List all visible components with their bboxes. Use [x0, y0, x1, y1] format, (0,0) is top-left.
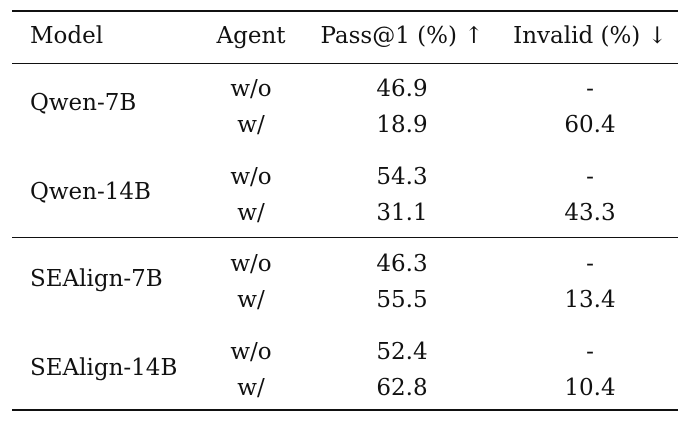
invalid-cell: 60.4	[564, 112, 616, 138]
model-name: Qwen-7B	[30, 90, 137, 116]
top-rule	[12, 10, 678, 12]
invalid-cell: -	[586, 339, 594, 365]
pass-cell: 31.1	[376, 200, 428, 226]
agent-cell: w/	[237, 200, 265, 226]
agent-cell: w/	[237, 287, 265, 313]
group-separator-rule	[12, 237, 678, 238]
pass-cell: 54.3	[376, 164, 428, 190]
model-name: Qwen-14B	[30, 179, 151, 205]
invalid-cell: 43.3	[564, 200, 616, 226]
pass-cell: 46.3	[376, 251, 428, 277]
invalid-cell: -	[586, 251, 594, 277]
model-name: SEAlign-7B	[30, 266, 163, 292]
pass-cell: 18.9	[376, 112, 428, 138]
header-model: Model	[30, 23, 104, 49]
agent-cell: w/	[237, 375, 265, 401]
header-agent: Agent	[216, 23, 286, 49]
pass-cell: 55.5	[376, 287, 428, 313]
invalid-cell: -	[586, 76, 594, 102]
pass-cell: 52.4	[376, 339, 428, 365]
invalid-cell: -	[586, 164, 594, 190]
agent-cell: w/	[237, 112, 265, 138]
agent-cell: w/o	[230, 76, 272, 102]
invalid-cell: 13.4	[564, 287, 616, 313]
agent-cell: w/o	[230, 164, 272, 190]
pass-cell: 62.8	[376, 375, 428, 401]
header-pass-at-1: Pass@1 (%) ↑	[320, 23, 484, 49]
bottom-rule	[12, 409, 678, 411]
header-rule	[12, 63, 678, 64]
agent-cell: w/o	[230, 339, 272, 365]
model-name: SEAlign-14B	[30, 355, 178, 381]
pass-cell: 46.9	[376, 76, 428, 102]
header-invalid: Invalid (%) ↓	[513, 23, 667, 49]
agent-cell: w/o	[230, 251, 272, 277]
invalid-cell: 10.4	[564, 375, 616, 401]
